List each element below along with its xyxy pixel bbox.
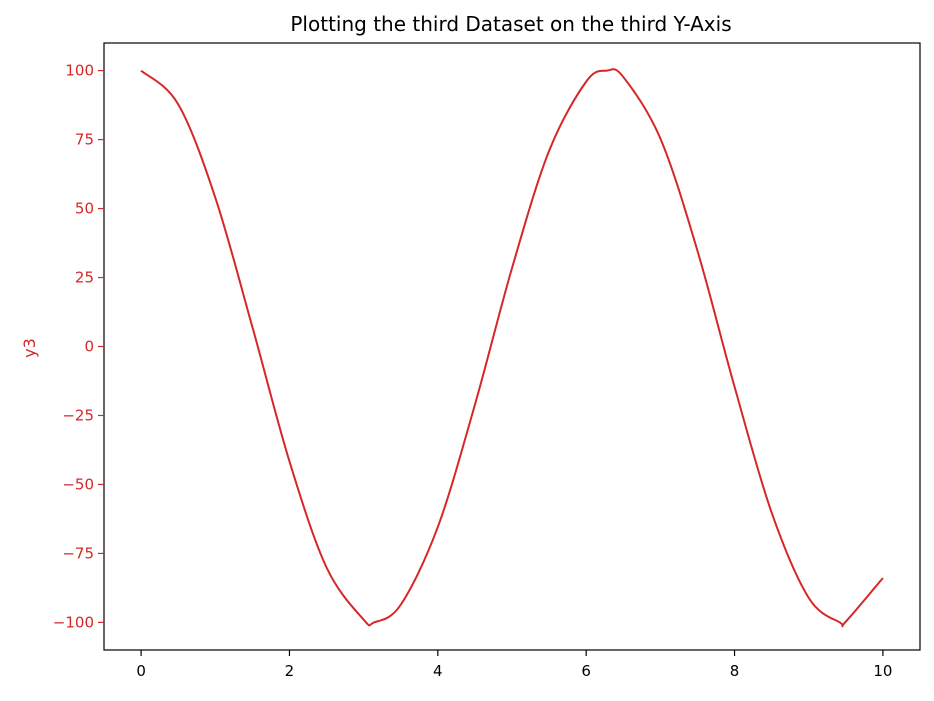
- chart-title: Plotting the third Dataset on the third …: [290, 12, 731, 36]
- series-line: [140, 68, 884, 628]
- y-tick-label: 100: [65, 62, 94, 80]
- plot-layer: [140, 68, 884, 628]
- y-tick-label: 25: [75, 269, 94, 287]
- plot-frame: [103, 42, 921, 651]
- y-tick-label: 50: [75, 200, 94, 218]
- x-tick-label: 4: [433, 662, 443, 680]
- x-tick-label: 6: [581, 662, 591, 680]
- y-tick-label: 0: [84, 338, 94, 356]
- y-tick-label: −100: [53, 613, 94, 631]
- y-tick-label: −75: [62, 544, 94, 562]
- x-tick-label: 0: [136, 662, 146, 680]
- y-tick-label: −50: [62, 475, 94, 493]
- y-axis-label: y3: [20, 338, 39, 358]
- y-tick-label: −25: [62, 406, 94, 424]
- x-tick-label: 2: [285, 662, 295, 680]
- x-tick-label: 10: [873, 662, 892, 680]
- x-tick-label: 8: [730, 662, 740, 680]
- y-tick-label: 75: [75, 131, 94, 149]
